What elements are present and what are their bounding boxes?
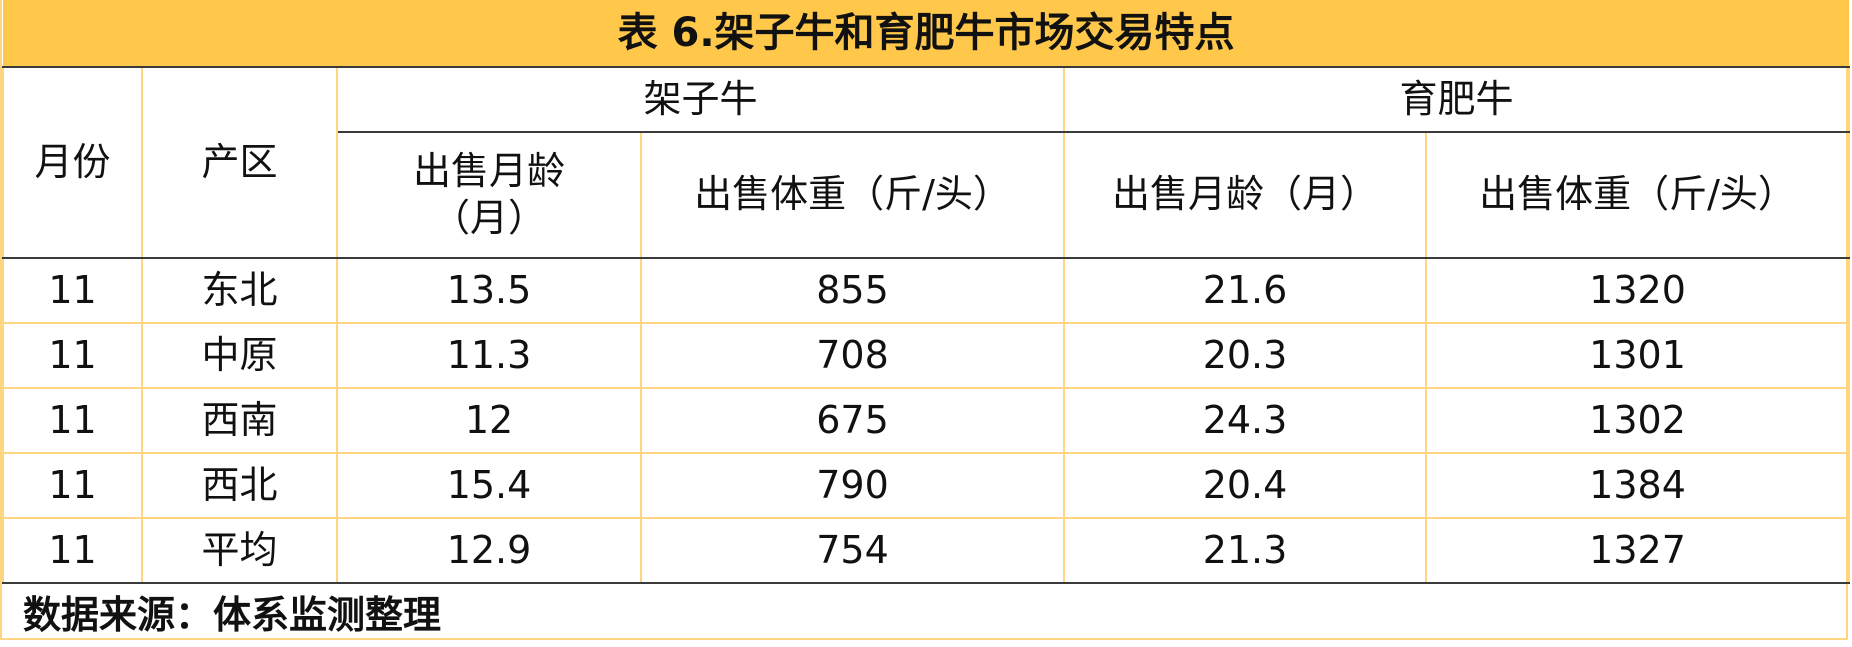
cell-feeder-age: 13.5 [336, 258, 642, 324]
cell-fattening-weight: 1320 [1424, 258, 1851, 324]
cell-region: 西北 [141, 453, 338, 519]
cell-month: 11 [2, 453, 143, 519]
cell-month: 11 [2, 258, 143, 324]
cell-feeder-age: 12.9 [336, 518, 642, 584]
cell-feeder-weight: 675 [640, 388, 1065, 454]
table-row: 11 中原 11.3 708 20.3 1301 [2, 323, 1851, 389]
cell-feeder-weight: 790 [640, 453, 1065, 519]
cell-fattening-age: 21.6 [1063, 258, 1427, 324]
header-feeder-weight: 出售体重（斤/头） [640, 132, 1065, 259]
cell-region: 东北 [141, 258, 338, 324]
table-row: 11 西北 15.4 790 20.4 1384 [2, 453, 1851, 519]
source-note: 数据来源：体系监测整理 [23, 592, 442, 637]
cell-fattening-weight: 1327 [1424, 518, 1851, 584]
cell-fattening-weight: 1384 [1424, 453, 1851, 519]
header-fattening-age: 出售月龄（月） [1063, 132, 1427, 259]
table-row: 11 平均 12.9 754 21.3 1327 [2, 518, 1851, 584]
table-row: 11 西南 12 675 24.3 1302 [2, 388, 1851, 454]
cell-fattening-weight: 1301 [1424, 323, 1851, 389]
cell-feeder-weight: 754 [640, 518, 1065, 584]
header-group-feeder-cattle: 架子牛 [336, 67, 1065, 133]
table-title: 表 6.架子牛和育肥牛市场交易特点 [3, 0, 1850, 68]
cell-region: 西南 [141, 388, 338, 454]
cell-feeder-weight: 708 [640, 323, 1065, 389]
cell-feeder-weight: 855 [640, 258, 1065, 324]
header-fattening-weight: 出售体重（斤/头） [1424, 132, 1851, 259]
header-region: 产区 [141, 67, 338, 259]
table-row: 11 东北 13.5 855 21.6 1320 [2, 258, 1851, 324]
cell-fattening-weight: 1302 [1424, 388, 1851, 454]
cell-month: 11 [2, 518, 143, 584]
header-month: 月份 [2, 67, 143, 259]
header-group-fattening-cattle: 育肥牛 [1062, 67, 1851, 133]
cell-feeder-age: 15.4 [336, 453, 642, 519]
cell-fattening-age: 20.4 [1063, 453, 1427, 519]
cell-fattening-age: 20.3 [1063, 323, 1427, 389]
cell-fattening-age: 21.3 [1063, 518, 1427, 584]
cell-fattening-age: 24.3 [1063, 388, 1427, 454]
cell-region: 中原 [141, 323, 338, 389]
cell-region: 平均 [141, 518, 338, 584]
header-feeder-age: 出售月龄（月） [336, 132, 642, 259]
cell-feeder-age: 12 [336, 388, 642, 454]
cell-month: 11 [2, 323, 143, 389]
cell-month: 11 [2, 388, 143, 454]
cell-feeder-age: 11.3 [336, 323, 642, 389]
